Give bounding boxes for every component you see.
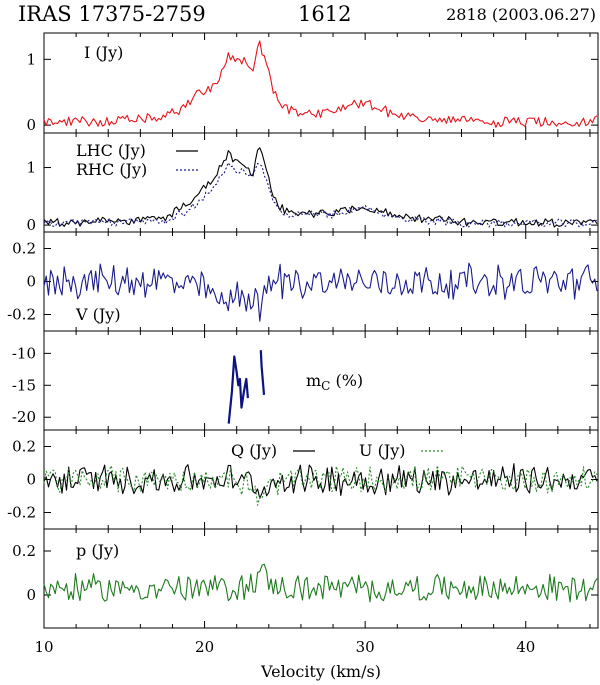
source-name: IRAS 17375-2759 [18,2,206,26]
y-tick-label: 0.2 [12,542,36,560]
panel-frame [43,32,599,134]
series-line-i-jy [43,40,598,128]
series-line-rhc-jy [43,162,598,228]
legend-label: Q (Jy) [231,441,277,460]
panel-stokes-v: -0.2 0 0.2 V (Jy) [7,231,599,332]
y-tick-label: 0 [26,471,36,489]
x-tick-label: 30 [356,638,375,656]
y-tick-label: 0 [26,116,36,134]
legend-label: LHC (Jy) [76,141,146,160]
series-line-mc-segment-2 [259,350,266,395]
series-line-mc-segment-1 [227,355,249,424]
y-tick-label: 0.2 [12,438,36,456]
panel-linear-pol-p: 0 0.2 p (Jy) [12,528,599,629]
y-tick-label: -15 [12,376,36,394]
y-tick-label: 0 [26,216,36,234]
y-tick-label: 0.2 [12,240,36,258]
series-line-p-jy [43,563,598,603]
panel-linear-pol-qu: -0.2 0 0.2 Q (Jy) U (Jy) [7,429,599,530]
x-tick-label: 20 [195,638,214,656]
y-tick-label: 0 [26,586,36,604]
panel-label: V (Jy) [75,305,121,324]
y-tick-label: -10 [12,344,36,362]
panel-circular-pol: 0 1 LHC (Jy)RHC (Jy) [26,132,599,234]
panel-stokes-i: 0 1 I (Jy) [26,32,599,134]
x-tick-label: 40 [516,638,535,656]
y-tick-label: -20 [12,408,36,426]
y-tick-label: -0.2 [7,306,36,324]
legend-label: U (Jy) [359,441,406,460]
series-line-v-jy [43,262,598,322]
observation-label: 2818 (2003.06.27) [446,5,596,24]
y-tick-label: -0.2 [7,504,36,522]
panel-label: I (Jy) [84,43,123,62]
series-line-q-jy [43,463,598,499]
panel-circular-fraction: -20 -15 -10 mC (%) [12,330,599,431]
panel-frame [43,528,599,629]
legend-label: RHC (Jy) [76,160,147,179]
panel-label: mC (%) [306,371,363,393]
y-tick-label: 0 [26,273,36,291]
frequency-label: 1612 [298,2,352,26]
y-tick-label: 1 [26,159,36,177]
x-axis-label: Velocity (km/s) [260,662,381,681]
x-tick-label: 10 [34,638,53,656]
panel-label: p (Jy) [76,541,119,560]
y-tick-label: 1 [26,50,36,68]
series-line-lhc-jy [43,147,598,228]
